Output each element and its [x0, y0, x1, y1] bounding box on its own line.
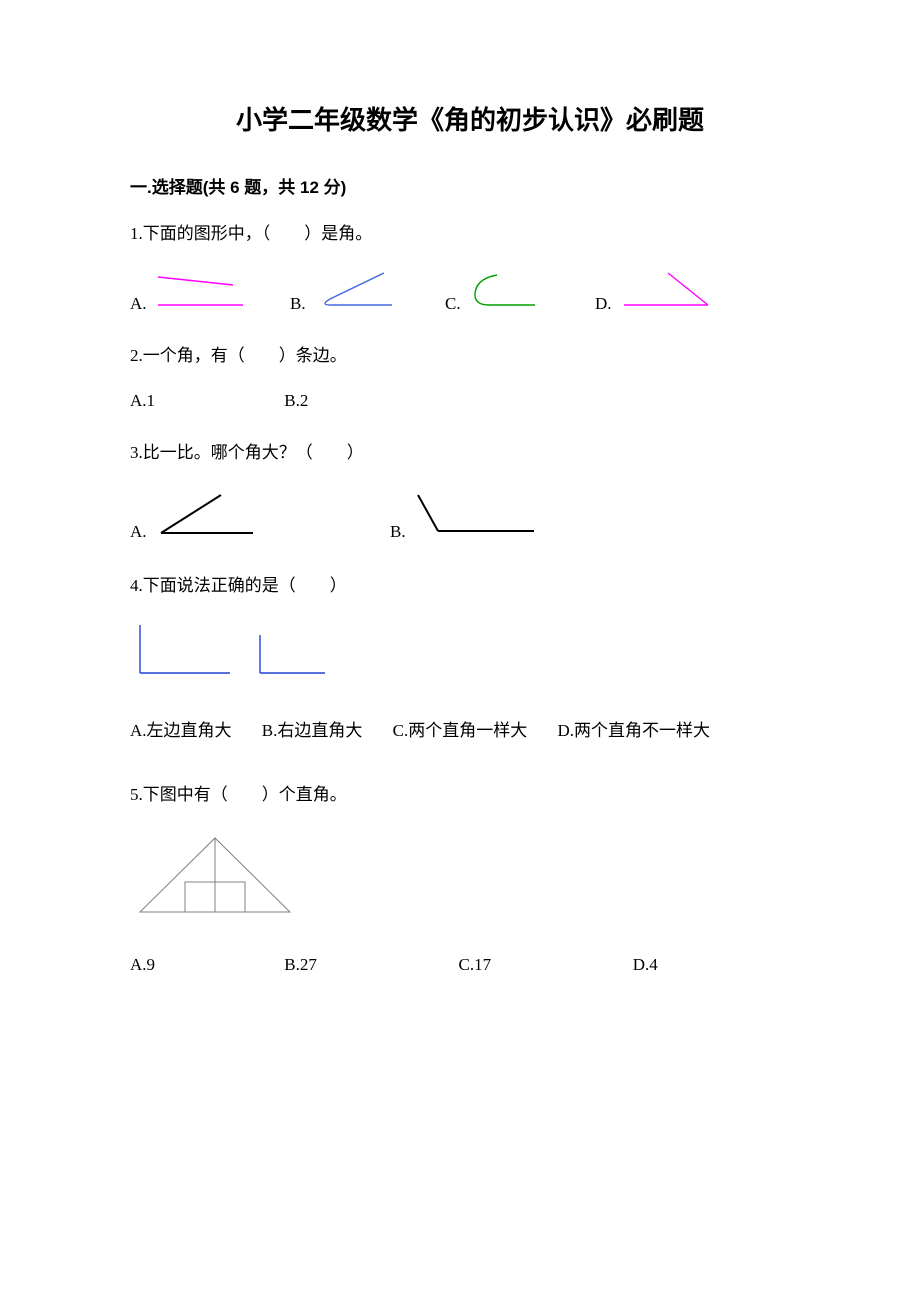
q4-options: A.左边直角大 B.右边直角大 C.两个直角一样大 D.两个直角不一样大 [130, 716, 810, 741]
q4-figure [130, 621, 810, 686]
q1-c-label: C. [445, 294, 461, 314]
q5-text: 5.下图中有（ ）个直角。 [130, 781, 810, 808]
q1-b-figure [312, 269, 397, 314]
q5-c: C.17 [459, 955, 629, 975]
q1-option-c: C. [445, 269, 595, 314]
section-header: 一.选择题(共 6 题，共 12 分) [130, 173, 810, 198]
page-title: 小学二年级数学《角的初步认识》必刷题 [130, 100, 810, 137]
q5-d: D.4 [633, 955, 658, 975]
q4-a: A.左边直角大 [130, 716, 232, 741]
q4-b: B.右边直角大 [262, 716, 363, 741]
q5-a: A.9 [130, 955, 280, 975]
q3-options: A. B. [130, 489, 810, 542]
q4-text: 4.下面说法正确的是（ ） [130, 572, 810, 599]
q1-a-label: A. [130, 294, 147, 314]
q1-option-a: A. [130, 269, 290, 314]
q4-c: C.两个直角一样大 [393, 716, 528, 741]
q2-options: A.1 B.2 [130, 391, 810, 411]
q3-b-figure [412, 489, 542, 542]
q2-b: B.2 [284, 391, 308, 411]
q1-d-label: D. [595, 294, 612, 314]
q1-option-b: B. [290, 269, 445, 314]
q1-d-figure [618, 269, 718, 314]
q2-text: 2.一个角，有（ ）条边。 [130, 342, 810, 369]
worksheet-page: 小学二年级数学《角的初步认识》必刷题 一.选择题(共 6 题，共 12 分) 1… [0, 0, 920, 1302]
q1-options: A. B. C. D. [130, 269, 810, 314]
q1-b-label: B. [290, 294, 306, 314]
q3-text: 3.比一比。哪个角大？（ ） [130, 439, 810, 466]
q5-options: A.9 B.27 C.17 D.4 [130, 955, 810, 975]
q5-b: B.27 [284, 955, 454, 975]
q1-a-figure [153, 269, 248, 314]
q1-text: 1.下面的图形中，（ ）是角。 [130, 220, 810, 247]
q3-b-label: B. [390, 522, 406, 542]
q5-figure [130, 830, 810, 925]
q4-d: D.两个直角不一样大 [557, 716, 710, 741]
q3-a-figure [153, 489, 263, 542]
q1-option-d: D. [595, 269, 718, 314]
q3-option-a: A. [130, 489, 390, 542]
q3-option-b: B. [390, 489, 542, 542]
q3-a-label: A. [130, 522, 147, 542]
q1-c-figure [467, 269, 542, 314]
q2-a: A.1 [130, 391, 280, 411]
